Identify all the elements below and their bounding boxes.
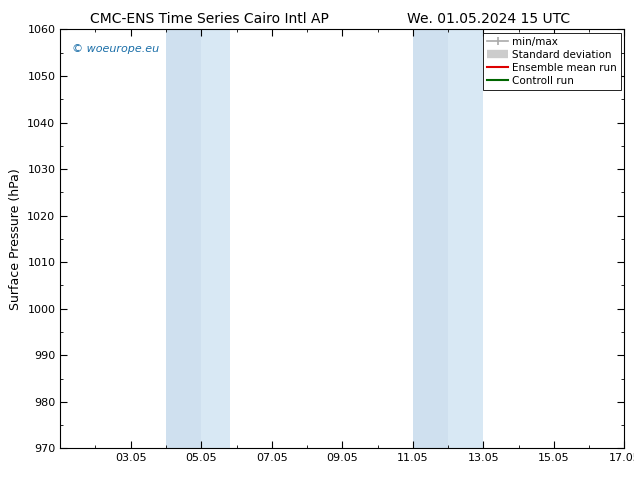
Bar — [202, 29, 230, 448]
Bar — [413, 29, 448, 448]
Y-axis label: Surface Pressure (hPa): Surface Pressure (hPa) — [9, 168, 22, 310]
Legend: min/max, Standard deviation, Ensemble mean run, Controll run: min/max, Standard deviation, Ensemble me… — [483, 32, 621, 90]
Text: We. 01.05.2024 15 UTC: We. 01.05.2024 15 UTC — [406, 12, 570, 26]
Bar — [166, 29, 202, 448]
Text: CMC-ENS Time Series Cairo Intl AP: CMC-ENS Time Series Cairo Intl AP — [90, 12, 328, 26]
Bar — [448, 29, 483, 448]
Text: © woeurope.eu: © woeurope.eu — [72, 44, 158, 54]
